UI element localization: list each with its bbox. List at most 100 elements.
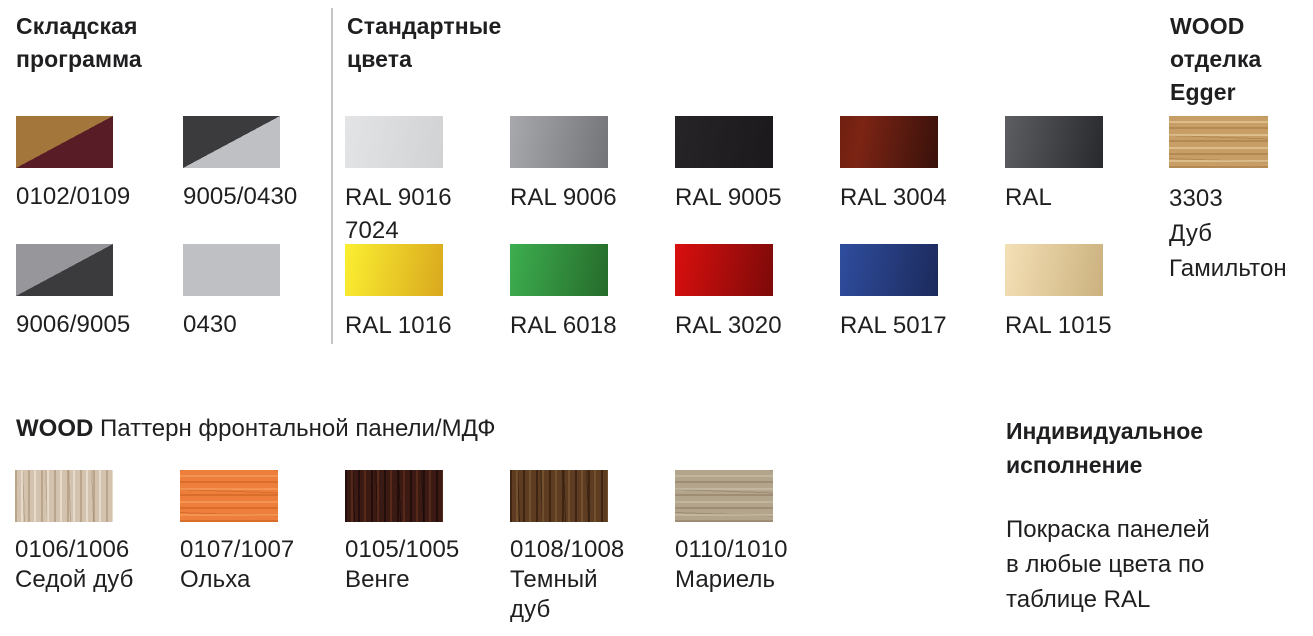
swatch-label-line: Венге [345, 566, 410, 593]
wood-pattern-title: WOOD Паттерн фронтальной панели/МДФ [16, 414, 496, 444]
swatch-0102-0109: 0102/0109 [16, 116, 183, 212]
swatch-label-line: RAL 9016 [345, 184, 452, 211]
swatch-label: 0110/1010 Мариель [675, 535, 840, 595]
swatch-0110-1010: 0110/1010 Мариель [675, 470, 840, 595]
wood-egger-title: WOOD отделка Egger [1170, 10, 1261, 109]
standard-colors-title: Стандартные цвета [347, 10, 501, 76]
swatch-label-line: 7024 [345, 217, 399, 244]
swatch-label: RAL 5017 [840, 309, 1005, 342]
swatch-label-line: Мариель [675, 566, 776, 593]
swatch-label-line: RAL [1005, 184, 1052, 211]
color-swatch [1005, 244, 1103, 296]
stock-program-row-1: 0102/0109 9005/0430 [16, 116, 350, 212]
swatch-3303: 3303 Дуб Гамильтон [1169, 116, 1313, 286]
swatch-label-line: RAL 9006 [510, 184, 617, 211]
swatch-label: RAL 6018 [510, 309, 675, 342]
swatch-label: 0102/0109 [16, 181, 183, 212]
swatch-label: 3303 Дуб Гамильтон [1169, 181, 1313, 286]
color-swatch [345, 244, 443, 296]
color-swatch [840, 116, 938, 168]
swatch-label-line: RAL 9005 [675, 184, 782, 211]
swatch-label-line: дуб [510, 596, 551, 623]
swatch-label: RAL 1016 [345, 309, 510, 342]
swatch-label: RAL [1005, 181, 1170, 214]
color-swatch [16, 244, 113, 296]
swatch-9006-9005: 9006/9005 [16, 244, 183, 340]
swatch-label-line: 0110/1010 [675, 536, 788, 563]
color-swatch [16, 116, 113, 168]
wood-pattern-title-bold: WOOD [16, 415, 94, 442]
color-swatch [675, 470, 773, 522]
stock-program-row-2: 9006/9005 0430 [16, 244, 350, 340]
swatch-ral-1015: RAL 1015 [1005, 244, 1170, 342]
title-line: отделка [1170, 46, 1262, 72]
swatch-label-line: RAL 6018 [510, 312, 617, 339]
color-swatch [183, 116, 280, 168]
title-line: Egger [1170, 79, 1236, 105]
color-swatch [510, 116, 608, 168]
color-swatch [1005, 116, 1103, 168]
swatch-label: 0108/1008 Темный дуб [510, 535, 675, 625]
swatch-label-line: 0430 [183, 311, 237, 338]
wood-pattern-title-rest: Паттерн фронтальной панели/МДФ [93, 415, 496, 442]
swatch-ral: RAL [1005, 116, 1170, 214]
title-line: Индивидуальное [1006, 418, 1204, 444]
body-line: таблице RAL [1006, 586, 1151, 613]
swatch-0105-1005: 0105/1005 Венге [345, 470, 510, 595]
color-swatch [840, 244, 938, 296]
color-swatch [345, 470, 443, 522]
swatch-label-line: Гамильтон [1169, 255, 1287, 282]
swatch-label-line: 9006/9005 [16, 311, 131, 338]
swatch-label: RAL 1015 [1005, 309, 1170, 342]
vertical-divider [331, 8, 333, 344]
color-swatch [510, 470, 608, 522]
swatch-label-line: Дуб [1169, 220, 1213, 247]
swatch-label-line: Седой дуб [15, 566, 134, 593]
swatch-0108-1008: 0108/1008 Темный дуб [510, 470, 675, 625]
swatch-ral-1016: RAL 1016 [345, 244, 510, 342]
swatch-label-line: 0106/1006 [15, 536, 130, 563]
swatch-label: 0430 [183, 309, 350, 340]
color-swatch [675, 244, 773, 296]
swatch-label-line: RAL 3020 [675, 312, 782, 339]
swatch-label: RAL 3020 [675, 309, 840, 342]
stock-program-title: Складская программа [16, 10, 142, 76]
swatch-ral-3004: RAL 3004 [840, 116, 1005, 214]
swatch-ral-6018: RAL 6018 [510, 244, 675, 342]
swatch-label-line: RAL 5017 [840, 312, 947, 339]
custom-finish-title: Индивидуальное исполнение [1006, 414, 1210, 482]
swatch-ral-9005: RAL 9005 [675, 116, 840, 214]
wood-egger-swatch-group: 3303 Дуб Гамильтон [1169, 116, 1313, 286]
swatch-label: 0107/1007 Ольха [180, 535, 345, 595]
wood-pattern-row: 0106/1006 Седой дуб 0107/1007 Ольха 0105/100… [15, 470, 840, 625]
swatch-ral-5017: RAL 5017 [840, 244, 1005, 342]
swatch-ral-9006: RAL 9006 [510, 116, 675, 214]
swatch-label-line: 3303 [1169, 185, 1223, 212]
title-line: программа [16, 46, 142, 72]
color-swatch [510, 244, 608, 296]
color-swatch [15, 470, 113, 522]
swatch-label-line: Ольха [180, 566, 251, 593]
swatch-label-line: RAL 1015 [1005, 312, 1112, 339]
standard-colors-row-1: RAL 9016 7024 RAL 9006 RAL 9005 RAL 3004 RAL [345, 116, 1170, 247]
swatch-0106-1006: 0106/1006 Седой дуб [15, 470, 180, 595]
swatch-label-line: 0105/1005 [345, 536, 460, 563]
color-swatch [183, 244, 280, 296]
swatch-label: 9006/9005 [16, 309, 183, 340]
color-swatch [675, 116, 773, 168]
swatch-label-line: RAL 3004 [840, 184, 947, 211]
body-line: в любые цвета по [1006, 551, 1205, 578]
title-line: Складская [16, 13, 138, 39]
standard-colors-row-2: RAL 1016 RAL 6018 RAL 3020 RAL 5017 RAL 1015 [345, 244, 1170, 342]
swatch-ral-9016: RAL 9016 7024 [345, 116, 510, 247]
swatch-label: RAL 3004 [840, 181, 1005, 214]
swatch-label: 9005/0430 [183, 181, 350, 212]
color-swatch [180, 470, 278, 522]
swatch-label-line: 0102/0109 [16, 183, 131, 210]
swatch-ral-3020: RAL 3020 [675, 244, 840, 342]
swatch-9005-0430: 9005/0430 [183, 116, 350, 212]
swatch-label-line: RAL 1016 [345, 312, 452, 339]
swatch-0107-1007: 0107/1007 Ольха [180, 470, 345, 595]
swatch-label: RAL 9005 [675, 181, 840, 214]
